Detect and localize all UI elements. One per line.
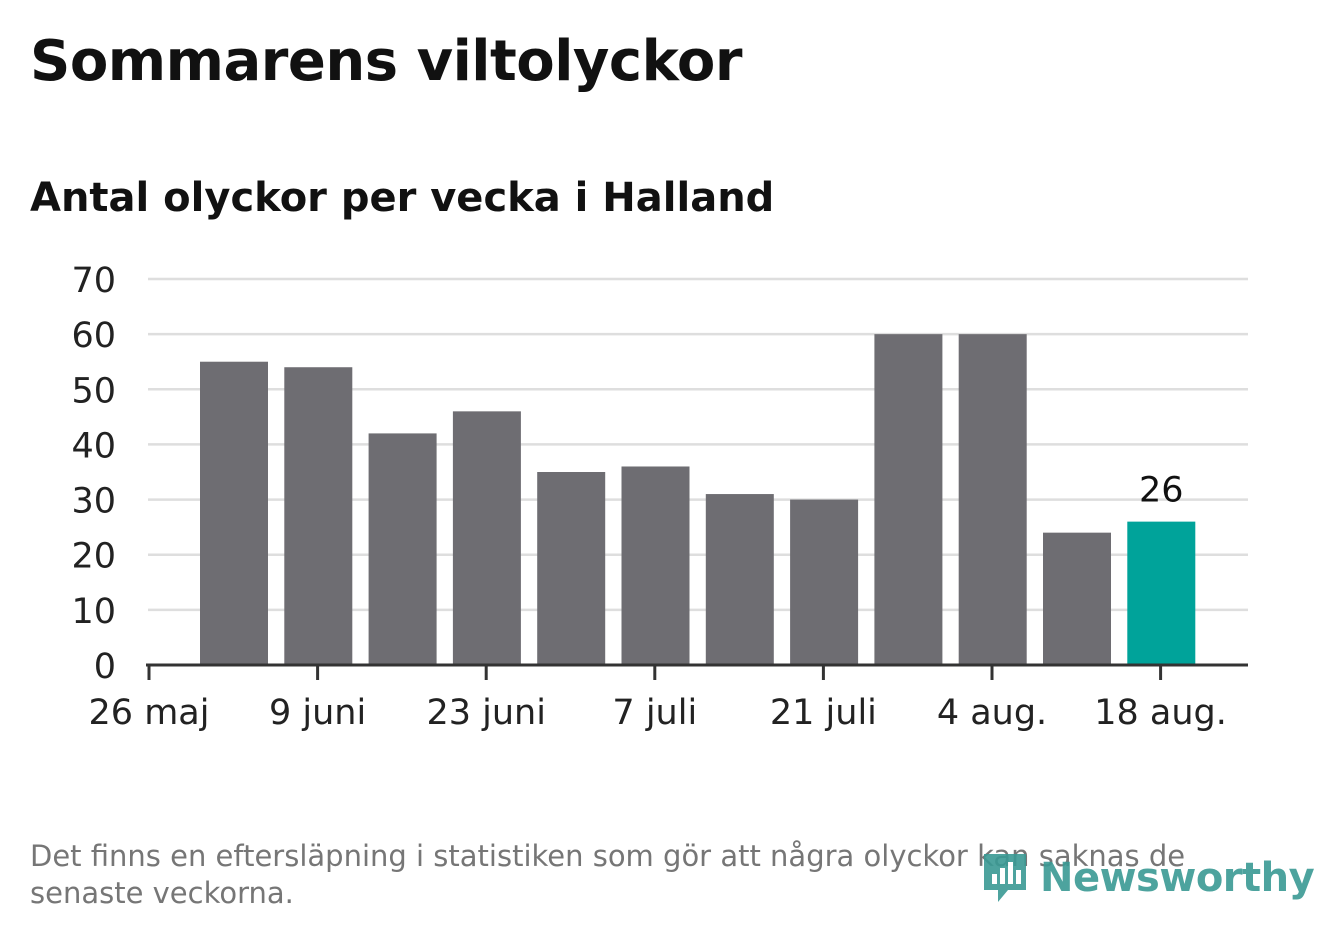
y-tick-label: 20 xyxy=(71,537,116,577)
y-axis-ticks: 0 10 20 30 40 50 60 70 xyxy=(71,261,116,687)
x-tick-label: 9 juni xyxy=(269,693,366,733)
newsworthy-logo-icon xyxy=(984,854,1026,902)
bar xyxy=(621,466,690,665)
bar xyxy=(452,411,521,665)
bar xyxy=(705,494,774,665)
data-label: 26 xyxy=(1139,471,1184,511)
y-tick-label: 70 xyxy=(71,261,116,301)
x-tick-label: 18 aug. xyxy=(1094,693,1227,733)
bar xyxy=(1127,521,1196,665)
bar xyxy=(790,499,859,665)
data-labels: 26 xyxy=(1139,471,1184,511)
bar xyxy=(1043,532,1111,665)
y-tick-label: 50 xyxy=(71,371,116,411)
bar xyxy=(537,472,606,665)
chart-title: Sommarens viltolyckor xyxy=(30,29,742,94)
bars xyxy=(200,334,1196,665)
y-tick-label: 10 xyxy=(71,592,116,632)
x-tick-label: 21 juli xyxy=(770,693,877,733)
x-tick-label: 23 juni xyxy=(426,693,545,733)
chart-subtitle: Antal olyckor per vecka i Halland xyxy=(30,175,775,221)
logo-text: Newsworthy xyxy=(1040,855,1315,901)
x-axis-ticks: 26 maj 9 juni 23 juni 7 juli 21 juli 4 aug. 18… xyxy=(89,665,1227,733)
x-tick-label: 7 juli xyxy=(612,693,697,733)
y-tick-label: 0 xyxy=(94,647,116,687)
bar xyxy=(284,367,353,665)
bar xyxy=(958,334,1027,665)
bar xyxy=(200,361,268,665)
y-tick-label: 30 xyxy=(71,482,116,522)
x-tick-label: 26 maj xyxy=(89,693,210,733)
x-tick-label: 4 aug. xyxy=(937,693,1047,733)
newsworthy-logo: Newsworthy xyxy=(980,848,1315,908)
bar xyxy=(874,334,943,665)
y-tick-label: 40 xyxy=(71,426,116,466)
bar xyxy=(368,433,437,665)
bar-chart: 0 10 20 30 40 50 60 70 26 maj 9 juni 23 juni 7 jul… xyxy=(71,261,1248,733)
y-tick-label: 60 xyxy=(71,316,116,356)
